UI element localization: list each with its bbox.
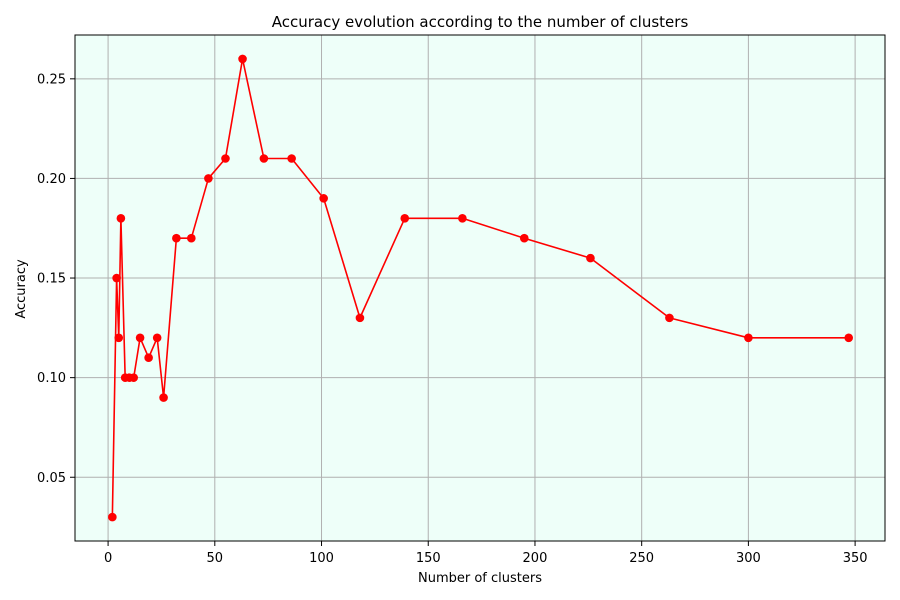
data-point [204, 174, 213, 183]
y-tick-label: 0.25 [37, 72, 66, 87]
x-tick-label: 200 [523, 551, 548, 566]
data-point [259, 154, 269, 163]
x-tick-label: 350 [843, 551, 868, 566]
data-point [519, 233, 529, 243]
y-axis-ticks: 0.05 0.10 0.15 0.20 0.25 [37, 72, 75, 486]
data-point [112, 273, 121, 283]
data-point [152, 333, 162, 343]
data-point [187, 233, 196, 243]
data-point [116, 213, 126, 223]
y-tick-label: 0.10 [37, 371, 66, 386]
x-tick-label: 150 [416, 551, 441, 566]
plot-background [75, 35, 885, 541]
y-tick-label: 0.15 [37, 272, 66, 287]
plot-frame [74, 34, 886, 542]
data-point [355, 313, 365, 323]
data-point [287, 154, 296, 163]
data-point [135, 333, 145, 343]
data-point [114, 333, 124, 343]
data-point [665, 313, 674, 323]
data-point [744, 333, 753, 343]
x-tick-label: 250 [629, 551, 654, 566]
x-tick-label: 50 [207, 551, 224, 566]
data-point [144, 353, 153, 363]
data-point [458, 213, 467, 223]
data-point [129, 373, 138, 382]
data-point [108, 512, 117, 522]
x-tick-label: 0 [104, 551, 112, 566]
x-axis-ticks: 0 50 100 150 200 250 300 350 [104, 541, 868, 566]
data-point [586, 253, 595, 263]
y-tick-label: 0.05 [37, 471, 66, 486]
data-point [238, 54, 247, 64]
data-point [221, 154, 230, 163]
data-point [159, 393, 168, 402]
x-tick-label: 100 [309, 551, 334, 566]
data-point [400, 213, 410, 223]
y-tick-label: 0.20 [37, 172, 66, 187]
x-tick-label: 300 [736, 551, 761, 566]
data-point [319, 194, 328, 203]
y-axis-label: Accuracy [14, 259, 29, 319]
series-layer [108, 54, 854, 522]
chart-title: Accuracy evolution according to the numb… [272, 13, 689, 31]
data-point [844, 333, 854, 343]
x-axis-label: Number of clusters [418, 571, 542, 586]
data-point [172, 233, 181, 243]
